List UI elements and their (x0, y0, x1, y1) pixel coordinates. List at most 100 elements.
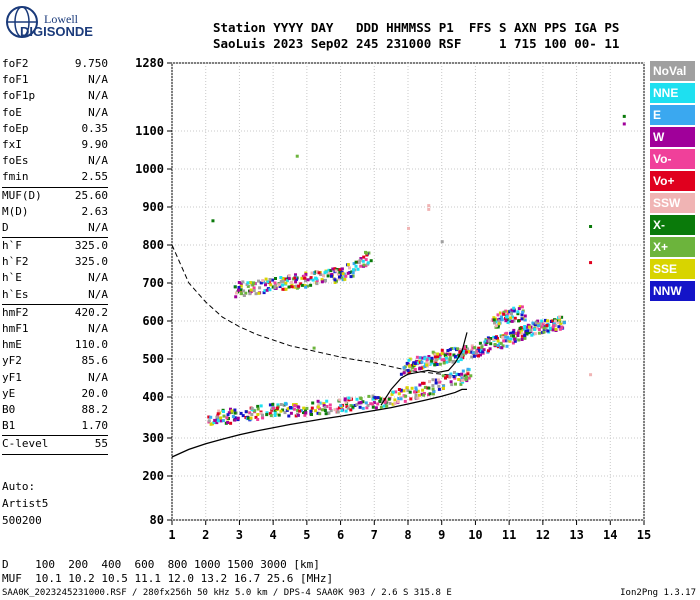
echo-point (554, 327, 558, 331)
echo-point (548, 326, 552, 330)
echo-point (533, 323, 537, 326)
echo-point (480, 345, 484, 349)
param-value: 9.750 (74, 57, 108, 70)
echo-point (458, 350, 462, 354)
echo-point (440, 348, 444, 352)
x-tick-label: 9 (438, 528, 445, 542)
echo-point (504, 309, 508, 313)
echo-point (250, 407, 254, 410)
echo-point (316, 411, 320, 415)
footer-info: SAA0K_2023245231000.RSF / 280fx256h 50 k… (2, 588, 452, 598)
echo-point (340, 276, 344, 280)
isolated-echo (622, 122, 626, 126)
echo-point (462, 353, 465, 357)
echo-point (239, 288, 243, 292)
param-row: hmF2 420.2 (2, 305, 108, 321)
param-name: foEs (2, 154, 29, 168)
param-row: yF1 N/A (2, 370, 108, 386)
echo-point (516, 334, 520, 337)
echo-point (293, 276, 297, 280)
echo-point (294, 284, 298, 288)
echo-point (462, 349, 466, 353)
echo-point (283, 277, 287, 281)
echo-point (416, 389, 420, 393)
echo-point (273, 414, 277, 417)
echo-point (516, 331, 520, 335)
echo-point (383, 400, 387, 404)
logo-line2: DIGISONDE (20, 24, 93, 39)
echo-point (231, 415, 235, 418)
echo-point (467, 350, 471, 354)
echo-point (373, 395, 377, 399)
echo-point (236, 416, 240, 420)
param-row: h`F2 325.0 (2, 254, 108, 270)
echo-point (279, 276, 283, 279)
echo-point (487, 349, 490, 353)
param-row: foF2 9.750 (2, 56, 108, 72)
echo-point (542, 330, 546, 334)
echo-point (544, 318, 547, 322)
echo-point (532, 332, 536, 336)
echo-point (322, 404, 326, 408)
echo-point (420, 360, 424, 364)
x-tick-label: 13 (569, 528, 583, 542)
param-value: N/A (88, 105, 108, 119)
echo-point (512, 309, 516, 313)
echo-point (289, 285, 293, 289)
param-name: fxI (2, 137, 22, 151)
echo-point (324, 270, 328, 274)
param-row: D N/A (2, 220, 108, 236)
param-value: 85.6 (81, 354, 109, 368)
echo-point (540, 325, 544, 329)
echo-point (503, 335, 507, 339)
echo-point (520, 334, 524, 338)
echo-point (545, 324, 549, 327)
echo-point (470, 355, 474, 359)
muf-table-distance: D 100 200 400 600 800 1000 1500 3000 [km… (2, 558, 320, 571)
echo-point (421, 366, 425, 370)
echo-point (464, 350, 468, 354)
echo-point (361, 406, 365, 410)
echo-point (537, 328, 541, 331)
legend-item-vo: Vo+ (650, 171, 695, 191)
echo-point (484, 343, 488, 346)
echo-point (421, 381, 424, 385)
echo-point (408, 390, 412, 394)
param-row: hmF1 N/A (2, 321, 108, 337)
echo-point (369, 259, 373, 263)
param-separator (2, 435, 108, 437)
scaled-trace (380, 332, 468, 406)
echo-point (324, 412, 328, 416)
isolated-echo (295, 154, 299, 158)
echo-point (533, 328, 537, 331)
echo-point (319, 273, 323, 276)
echo-point (388, 401, 392, 405)
echo-point (268, 412, 272, 416)
echo-point (482, 348, 486, 352)
echo-point (473, 346, 477, 350)
echo-point (414, 396, 418, 400)
echo-point (323, 405, 327, 409)
echo-point (430, 356, 434, 360)
isolated-echo (427, 204, 431, 208)
param-row: hmE 110.0 (2, 337, 108, 353)
echo-point (509, 316, 513, 320)
muf-table-muf: MUF 10.1 10.2 10.5 11.1 12.0 13.2 16.7 2… (2, 572, 334, 585)
echo-point (344, 274, 348, 278)
echo-point (414, 386, 418, 390)
echo-point (433, 363, 437, 367)
echo-point (431, 378, 435, 382)
y-tick-label: 700 (142, 276, 164, 290)
echo-point (472, 354, 476, 358)
echo-point (240, 292, 244, 296)
echo-point (300, 283, 304, 287)
echo-point (496, 325, 500, 329)
echo-point (300, 276, 304, 280)
echo-point (249, 288, 253, 292)
echo-point (352, 268, 355, 272)
echo-point (252, 289, 256, 292)
param-name: yF2 (2, 354, 22, 368)
echo-point (359, 400, 363, 404)
echo-point (399, 372, 403, 376)
echo-point (241, 414, 245, 418)
